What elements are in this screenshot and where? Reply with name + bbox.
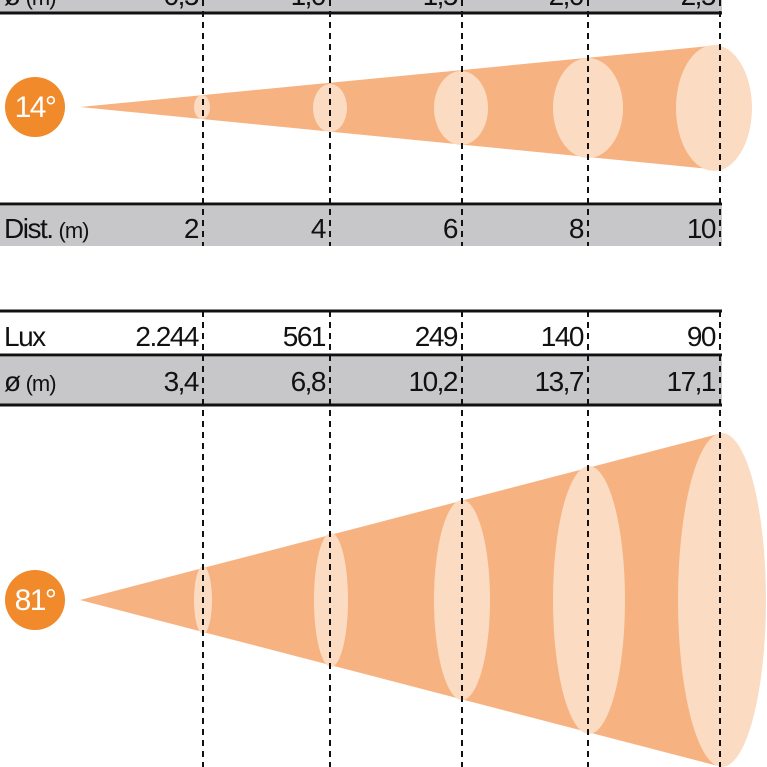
beam-angle: 14° <box>15 91 56 124</box>
cell-value: 2,5 <box>681 0 716 11</box>
row-unit: (m) <box>59 218 89 243</box>
cell-value: 249 <box>415 321 458 352</box>
cone-81 <box>80 433 722 767</box>
row-bg <box>0 0 722 12</box>
row-label: ø <box>4 366 21 397</box>
badge <box>5 77 65 137</box>
cell-value: 4 <box>311 213 326 244</box>
cell-value: 6 <box>443 213 458 244</box>
distance-markers <box>202 0 721 767</box>
cell-value: 10,2 <box>409 366 458 397</box>
row-label: Dist. <box>4 213 53 244</box>
cell-value: 10 <box>687 213 716 244</box>
beam-angle: 81° <box>15 584 56 617</box>
row-label: Lux <box>4 321 46 352</box>
cone-14 <box>80 45 720 170</box>
cell-value: 3,4 <box>164 366 199 397</box>
cell-value: 140 <box>541 321 584 352</box>
cell-value: 2 <box>184 213 199 244</box>
row-unit: (m) <box>26 0 56 10</box>
cell-value: 1,0 <box>291 0 326 11</box>
cell-value: 90 <box>687 321 716 352</box>
cell-value: 13,7 <box>535 366 584 397</box>
row-bg <box>0 206 722 246</box>
row-label: ø <box>4 0 21 11</box>
row-bg <box>0 357 722 404</box>
cell-value: 0,5 <box>164 0 199 11</box>
cell-value: 561 <box>283 321 326 352</box>
cell-value: 1,5 <box>423 0 458 11</box>
cell-value: 8 <box>569 213 584 244</box>
cell-value: 17,1 <box>667 366 716 397</box>
cell-value: 2.244 <box>135 321 198 352</box>
badge <box>5 570 65 630</box>
cell-value: 6,8 <box>291 366 326 397</box>
cone-sections <box>194 45 752 171</box>
cell-value: 2,0 <box>549 0 584 11</box>
row-unit: (m) <box>26 371 56 396</box>
